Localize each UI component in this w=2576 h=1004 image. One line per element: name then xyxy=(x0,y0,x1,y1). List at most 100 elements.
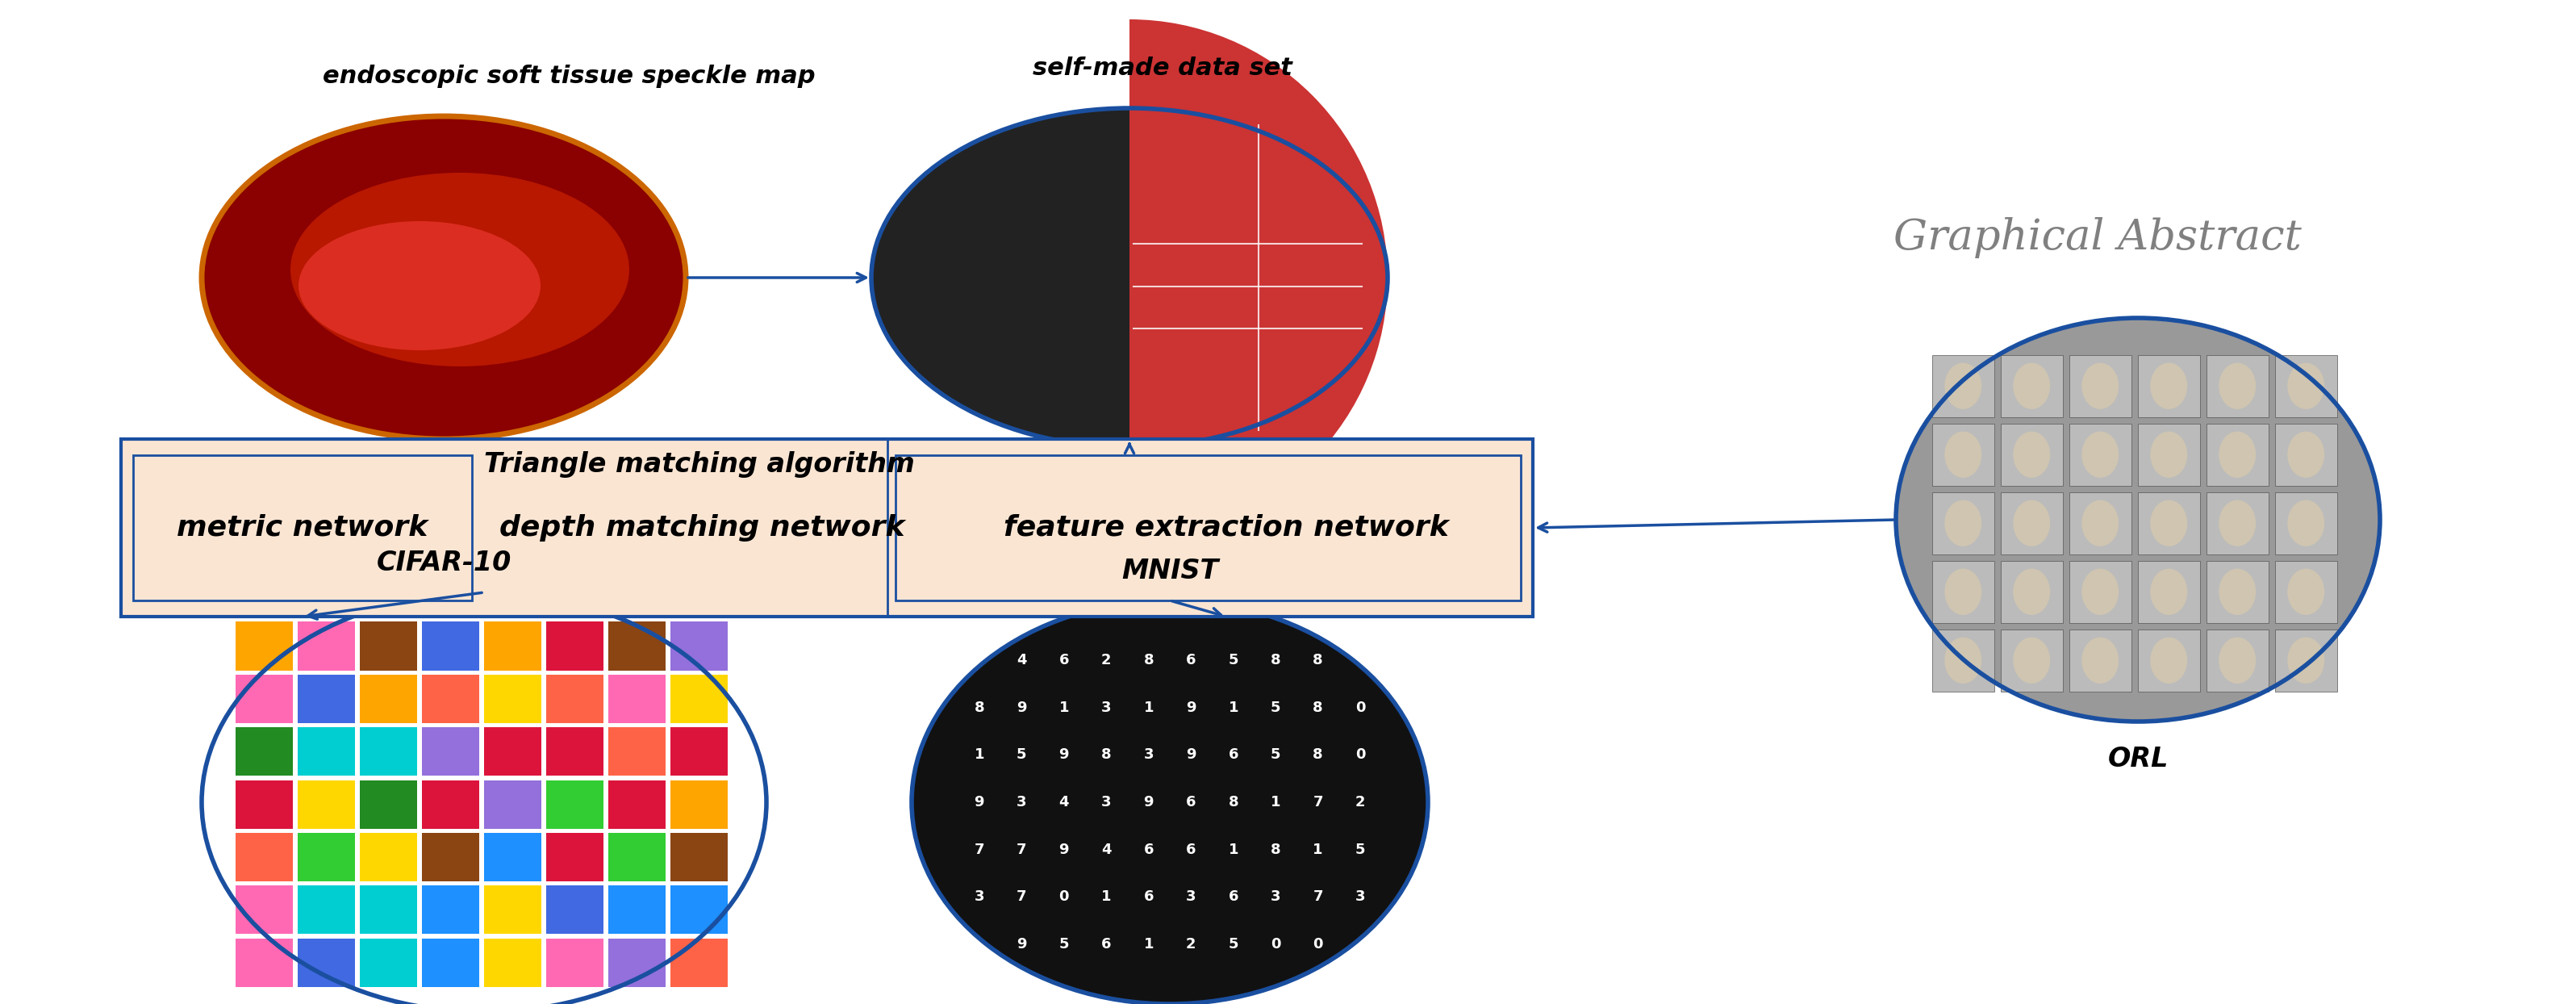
Text: 3: 3 xyxy=(1103,701,1110,715)
Text: 1: 1 xyxy=(1270,795,1280,809)
FancyBboxPatch shape xyxy=(2002,355,2063,417)
Text: 9: 9 xyxy=(1144,795,1154,809)
Text: depth matching network: depth matching network xyxy=(500,514,904,541)
FancyBboxPatch shape xyxy=(546,780,603,828)
FancyBboxPatch shape xyxy=(361,621,417,671)
FancyBboxPatch shape xyxy=(2208,630,2269,692)
FancyBboxPatch shape xyxy=(670,621,726,671)
FancyBboxPatch shape xyxy=(299,621,355,671)
FancyBboxPatch shape xyxy=(234,621,294,671)
Ellipse shape xyxy=(1945,500,1981,546)
Ellipse shape xyxy=(2081,500,2117,546)
Text: 6: 6 xyxy=(1103,937,1110,952)
Text: 9: 9 xyxy=(1018,937,1028,952)
Text: endoscopic soft tissue speckle map: endoscopic soft tissue speckle map xyxy=(322,64,817,88)
Text: 9: 9 xyxy=(1059,748,1069,762)
Ellipse shape xyxy=(291,173,629,366)
Text: self-made data set: self-made data set xyxy=(1033,56,1293,80)
FancyBboxPatch shape xyxy=(2069,630,2130,692)
Text: 1: 1 xyxy=(1059,701,1069,715)
Text: 9: 9 xyxy=(1355,654,1365,668)
FancyBboxPatch shape xyxy=(361,780,417,828)
Text: Graphical Abstract: Graphical Abstract xyxy=(1893,217,2300,258)
Text: 7: 7 xyxy=(1314,890,1324,904)
FancyBboxPatch shape xyxy=(234,886,294,934)
Text: 5: 5 xyxy=(1355,842,1365,856)
FancyBboxPatch shape xyxy=(484,675,541,723)
FancyBboxPatch shape xyxy=(608,780,665,828)
FancyBboxPatch shape xyxy=(2138,630,2200,692)
Text: 8: 8 xyxy=(1100,748,1110,762)
Text: 9: 9 xyxy=(1059,842,1069,856)
FancyBboxPatch shape xyxy=(2275,355,2336,417)
Text: 6: 6 xyxy=(1185,842,1195,856)
Text: 1: 1 xyxy=(1103,890,1110,904)
Ellipse shape xyxy=(2151,500,2187,546)
Text: 8: 8 xyxy=(974,701,984,715)
FancyBboxPatch shape xyxy=(1932,424,1994,486)
Ellipse shape xyxy=(2012,638,2050,684)
FancyBboxPatch shape xyxy=(422,727,479,776)
FancyBboxPatch shape xyxy=(2275,561,2336,622)
Text: 1: 1 xyxy=(1144,701,1154,715)
Text: 6: 6 xyxy=(1229,890,1239,904)
Wedge shape xyxy=(1128,19,1388,536)
Text: 6: 6 xyxy=(1355,937,1365,952)
Text: 8: 8 xyxy=(974,654,984,668)
FancyBboxPatch shape xyxy=(299,939,355,987)
Text: 3: 3 xyxy=(1355,890,1365,904)
FancyBboxPatch shape xyxy=(546,833,603,882)
FancyBboxPatch shape xyxy=(608,886,665,934)
FancyBboxPatch shape xyxy=(422,886,479,934)
Ellipse shape xyxy=(2081,568,2117,614)
FancyBboxPatch shape xyxy=(1932,630,1994,692)
Text: 8: 8 xyxy=(1270,654,1280,668)
FancyBboxPatch shape xyxy=(484,621,541,671)
Ellipse shape xyxy=(2151,568,2187,614)
FancyBboxPatch shape xyxy=(896,455,1520,600)
FancyBboxPatch shape xyxy=(608,727,665,776)
FancyBboxPatch shape xyxy=(2138,424,2200,486)
FancyBboxPatch shape xyxy=(2208,355,2269,417)
Text: 9: 9 xyxy=(974,795,984,809)
FancyBboxPatch shape xyxy=(299,727,355,776)
FancyBboxPatch shape xyxy=(422,833,479,882)
FancyBboxPatch shape xyxy=(484,939,541,987)
FancyBboxPatch shape xyxy=(484,833,541,882)
FancyBboxPatch shape xyxy=(2138,561,2200,622)
Ellipse shape xyxy=(2287,432,2324,478)
FancyBboxPatch shape xyxy=(670,886,726,934)
FancyBboxPatch shape xyxy=(2069,492,2130,554)
FancyBboxPatch shape xyxy=(546,727,603,776)
Text: 3: 3 xyxy=(974,890,984,904)
Text: 3: 3 xyxy=(1103,795,1110,809)
Text: 9: 9 xyxy=(1185,701,1195,715)
Text: 6: 6 xyxy=(1185,795,1195,809)
Text: 2: 2 xyxy=(1103,654,1110,668)
Text: 1: 1 xyxy=(1229,701,1239,715)
FancyBboxPatch shape xyxy=(361,675,417,723)
Ellipse shape xyxy=(2218,638,2257,684)
FancyBboxPatch shape xyxy=(546,939,603,987)
Ellipse shape xyxy=(1945,432,1981,478)
FancyBboxPatch shape xyxy=(2275,424,2336,486)
FancyBboxPatch shape xyxy=(546,675,603,723)
Ellipse shape xyxy=(1945,568,1981,614)
Text: 1: 1 xyxy=(974,937,984,952)
Ellipse shape xyxy=(299,221,541,350)
Text: 8: 8 xyxy=(1229,795,1239,809)
Text: 1: 1 xyxy=(1144,937,1154,952)
FancyBboxPatch shape xyxy=(2208,492,2269,554)
Text: 7: 7 xyxy=(1314,795,1324,809)
Text: ORL: ORL xyxy=(2107,746,2169,772)
FancyBboxPatch shape xyxy=(361,727,417,776)
Text: 7: 7 xyxy=(974,842,984,856)
Ellipse shape xyxy=(2287,500,2324,546)
Text: 5: 5 xyxy=(1018,748,1028,762)
Text: MNIST: MNIST xyxy=(1121,557,1218,584)
FancyBboxPatch shape xyxy=(546,886,603,934)
Text: 4: 4 xyxy=(1103,842,1110,856)
Text: 1: 1 xyxy=(1229,842,1239,856)
FancyBboxPatch shape xyxy=(670,833,726,882)
Text: 3: 3 xyxy=(1270,890,1280,904)
